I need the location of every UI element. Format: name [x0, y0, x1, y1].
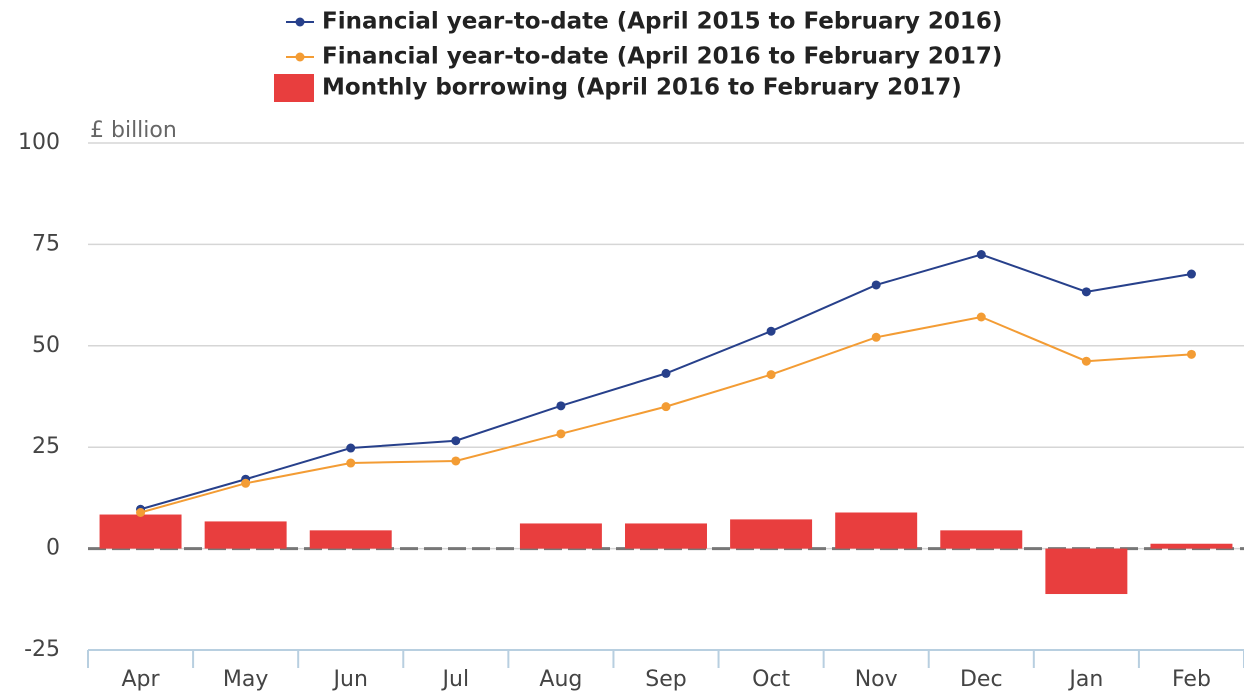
point: [451, 456, 461, 466]
x-tick-label: May: [223, 667, 268, 692]
x-tick-label: Aug: [539, 667, 582, 692]
y-tick-label: 75: [32, 231, 60, 256]
point: [136, 508, 146, 518]
bar: [940, 530, 1023, 549]
point: [976, 312, 986, 322]
point: [661, 402, 671, 412]
legend-marker: [295, 17, 305, 27]
point: [766, 370, 776, 380]
bar: [1045, 548, 1128, 595]
point: [1186, 269, 1196, 279]
legend-swatch: [274, 74, 314, 102]
point: [976, 250, 986, 260]
point: [661, 368, 671, 378]
legend-label: Monthly borrowing (April 2016 to Februar…: [322, 75, 962, 101]
x-tick-label: Dec: [960, 667, 1003, 692]
point: [871, 332, 881, 342]
point: [871, 280, 881, 290]
bar: [625, 523, 707, 549]
bar: [309, 530, 392, 549]
legend-label: Financial year-to-date (April 2016 to Fe…: [322, 44, 1002, 70]
legend-marker: [295, 52, 305, 62]
bar: [835, 512, 918, 549]
y-tick-label: 25: [32, 434, 60, 459]
x-tick-label: Feb: [1172, 667, 1211, 692]
x-tick-label: Nov: [855, 667, 898, 692]
point: [1081, 356, 1091, 366]
point: [1186, 349, 1196, 359]
point: [1081, 287, 1091, 297]
bar: [730, 519, 813, 549]
point: [451, 436, 461, 446]
y-tick-label: -25: [24, 637, 60, 662]
x-tick-label: Apr: [122, 667, 161, 692]
point: [556, 429, 566, 439]
x-tick-label: Jun: [332, 667, 368, 692]
bar: [99, 514, 182, 549]
y-tick-label: 0: [46, 536, 60, 561]
y-axis-label: £ billion: [90, 118, 177, 143]
y-tick-label: 100: [18, 130, 60, 155]
x-tick-label: Jan: [1067, 667, 1103, 692]
point: [766, 326, 776, 336]
x-tick-label: Sep: [645, 667, 686, 692]
bar: [519, 523, 602, 549]
point: [346, 443, 356, 453]
x-tick-label: Oct: [752, 667, 790, 692]
y-tick-label: 50: [32, 333, 60, 358]
point: [556, 401, 566, 411]
point: [241, 478, 251, 488]
x-tick-label: Jul: [441, 667, 470, 692]
bar: [1150, 543, 1233, 549]
line: [140, 253, 1192, 511]
bar: [204, 521, 287, 549]
legend-label: Financial year-to-date (April 2015 to Fe…: [322, 9, 1002, 35]
point: [346, 458, 356, 468]
